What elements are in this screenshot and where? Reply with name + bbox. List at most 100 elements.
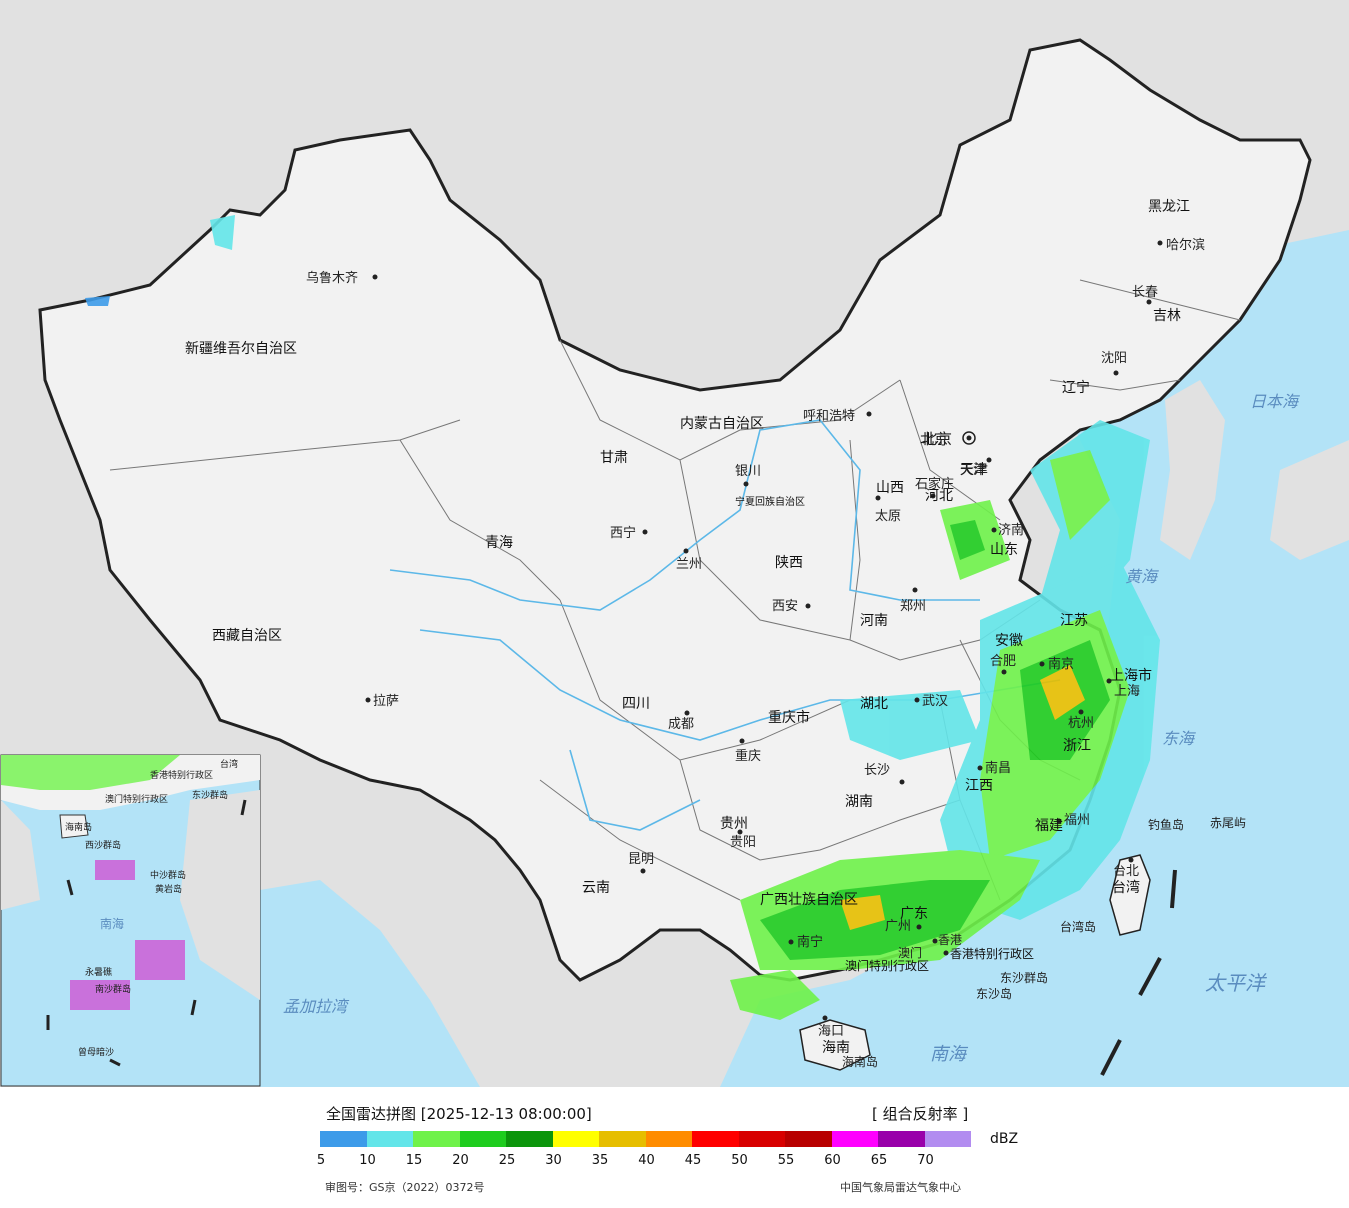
province-label: 陕西 xyxy=(775,555,803,571)
city-label: 台北 xyxy=(1113,864,1139,879)
island-label: 钓鱼岛 xyxy=(1148,817,1184,832)
inset-label: 海南岛 xyxy=(65,821,92,833)
city-label: 杭州 xyxy=(1068,716,1094,731)
city-label: 拉萨 xyxy=(373,694,399,709)
city-label: 哈尔滨 xyxy=(1166,237,1205,253)
inset-label: 南海 xyxy=(100,916,124,931)
province-label: 安徽 xyxy=(995,633,1023,649)
sea-bay-of-bengal xyxy=(260,880,480,1087)
island-label: 赤尾屿 xyxy=(1210,816,1246,830)
radar-echoes xyxy=(85,215,1160,1020)
island-labels: 钓鱼岛 赤尾屿 台湾岛 东沙群岛 东沙岛 海南岛 xyxy=(842,816,1246,1069)
inset-south-china-sea: 台湾 香港特别行政区 澳门特别行政区 东沙群岛 海南岛 西沙群岛 中沙群岛 黄岩… xyxy=(0,754,261,1087)
inset-label: 台湾 xyxy=(220,758,238,770)
province-label: 海南 xyxy=(822,1040,850,1056)
color-swatch xyxy=(599,1131,646,1147)
city-label: 乌鲁木齐 xyxy=(306,270,358,286)
province-label: 山西 xyxy=(876,480,904,496)
scale-ticks: 5 10 15 20 25 30 35 40 45 50 55 60 65 70 xyxy=(316,1153,940,1171)
color-swatch xyxy=(506,1131,553,1147)
scale-tick: 45 xyxy=(684,1153,702,1168)
sea-labels: 日本海 黄海 东海 太平洋 南海 孟加拉湾 xyxy=(283,392,1300,1065)
city-label: 合肥 xyxy=(990,654,1016,669)
capital-marker xyxy=(962,431,976,445)
scale-tick: 55 xyxy=(777,1153,795,1168)
scale-tick: 35 xyxy=(591,1153,609,1168)
legend-panel: 全国雷达拼图 [2025-12-13 08:00:00] [ 组合反射率 ] d… xyxy=(0,1087,1349,1208)
province-label: 黑龙江 xyxy=(1148,199,1190,215)
sea-label: 南海 xyxy=(930,1044,969,1065)
city-label: 北京 xyxy=(922,430,952,448)
province-label: 河北 xyxy=(925,488,953,504)
color-swatch xyxy=(645,1131,692,1147)
scale-tick: 20 xyxy=(452,1153,469,1168)
scale-tick: 70 xyxy=(917,1153,934,1168)
scale-tick: 15 xyxy=(405,1153,423,1168)
province-label: 台湾 xyxy=(1112,879,1140,896)
color-swatch xyxy=(878,1131,925,1147)
scale-tick: 40 xyxy=(638,1153,655,1168)
scale-tick: 50 xyxy=(731,1153,748,1168)
city-label: 海口 xyxy=(818,1024,844,1039)
province-label: 辽宁 xyxy=(1062,379,1090,396)
inset-label: 香港特别行政区 xyxy=(150,769,213,781)
province-label: 浙江 xyxy=(1063,738,1091,754)
taiwan-island xyxy=(1109,854,1151,936)
color-swatch xyxy=(552,1131,599,1147)
city-labels: 乌鲁木齐 拉萨 西宁 兰州 银川 呼和浩特 哈尔滨 长春 沈阳 北京 天津 石家… xyxy=(306,237,1205,1039)
city-dots xyxy=(365,240,1163,1021)
city-label: 西安 xyxy=(772,599,798,614)
city-label: 昆明 xyxy=(628,852,654,867)
color-swatch xyxy=(320,1131,367,1147)
province-label: 天津 xyxy=(960,462,988,478)
province-label: 湖北 xyxy=(860,696,888,712)
city-label: 银川 xyxy=(735,464,761,479)
inset-label: 西沙群岛 xyxy=(85,839,121,851)
province-label: 宁夏回族自治区 xyxy=(735,495,805,508)
province-label: 湖南 xyxy=(845,794,873,810)
color-scale xyxy=(320,1131,971,1147)
color-swatch xyxy=(785,1131,832,1147)
agency-name: 中国气象局雷达气象中心 xyxy=(840,1181,961,1194)
city-label: 福州 xyxy=(1064,813,1090,828)
province-label: 青海 xyxy=(485,535,513,551)
province-label: 江西 xyxy=(965,778,993,794)
sea-label: 日本海 xyxy=(1250,392,1300,411)
province-label: 云南 xyxy=(582,880,610,896)
map-canvas: 新疆维吾尔自治区 西藏自治区 青海 甘肃 内蒙古自治区 黑龙江 吉林 辽宁 河北… xyxy=(0,0,1349,1087)
capital-marker-dot xyxy=(966,435,972,441)
province-borders xyxy=(109,279,1241,901)
scale-tick: 30 xyxy=(545,1153,562,1168)
city-label: 长沙 xyxy=(864,763,890,778)
sea-label: 黄海 xyxy=(1125,567,1159,586)
province-label: 内蒙古自治区 xyxy=(680,416,764,432)
island-label: 台湾岛 xyxy=(1060,919,1096,934)
color-swatch xyxy=(366,1131,413,1147)
province-label: 新疆维吾尔自治区 xyxy=(185,341,297,357)
city-label: 成都 xyxy=(668,717,694,732)
city-label: 石家庄 xyxy=(915,476,954,492)
province-label: 吉林 xyxy=(1153,308,1181,324)
island-label: 海南岛 xyxy=(842,1054,878,1069)
city-label: 武汉 xyxy=(922,694,948,709)
province-label: 广东 xyxy=(900,906,928,922)
city-label: 广州 xyxy=(885,919,911,934)
radar-map: 新疆维吾尔自治区 西藏自治区 青海 甘肃 内蒙古自治区 黑龙江 吉林 辽宁 河北… xyxy=(0,0,1349,1087)
city-label: 太原 xyxy=(875,509,901,524)
city-label: 重庆 xyxy=(735,748,761,764)
province-label: 四川 xyxy=(622,696,650,712)
city-label: 沈阳 xyxy=(1101,351,1127,366)
product-name: [ 组合反射率 ] xyxy=(872,1105,969,1123)
color-swatch xyxy=(459,1131,506,1147)
province-label: 甘肃 xyxy=(600,450,628,466)
province-label: 山东 xyxy=(990,542,1018,558)
city-label: 西宁 xyxy=(610,525,636,541)
city-label: 南昌 xyxy=(985,760,1011,776)
scale-tick: 65 xyxy=(870,1153,888,1168)
scale-tick: 5 xyxy=(316,1153,326,1168)
color-swatch xyxy=(738,1131,785,1147)
color-swatch xyxy=(692,1131,739,1147)
province-label: 广西壮族自治区 xyxy=(760,892,858,908)
maritime-boundary xyxy=(1100,869,1177,1076)
scale-tick: 10 xyxy=(359,1153,376,1168)
